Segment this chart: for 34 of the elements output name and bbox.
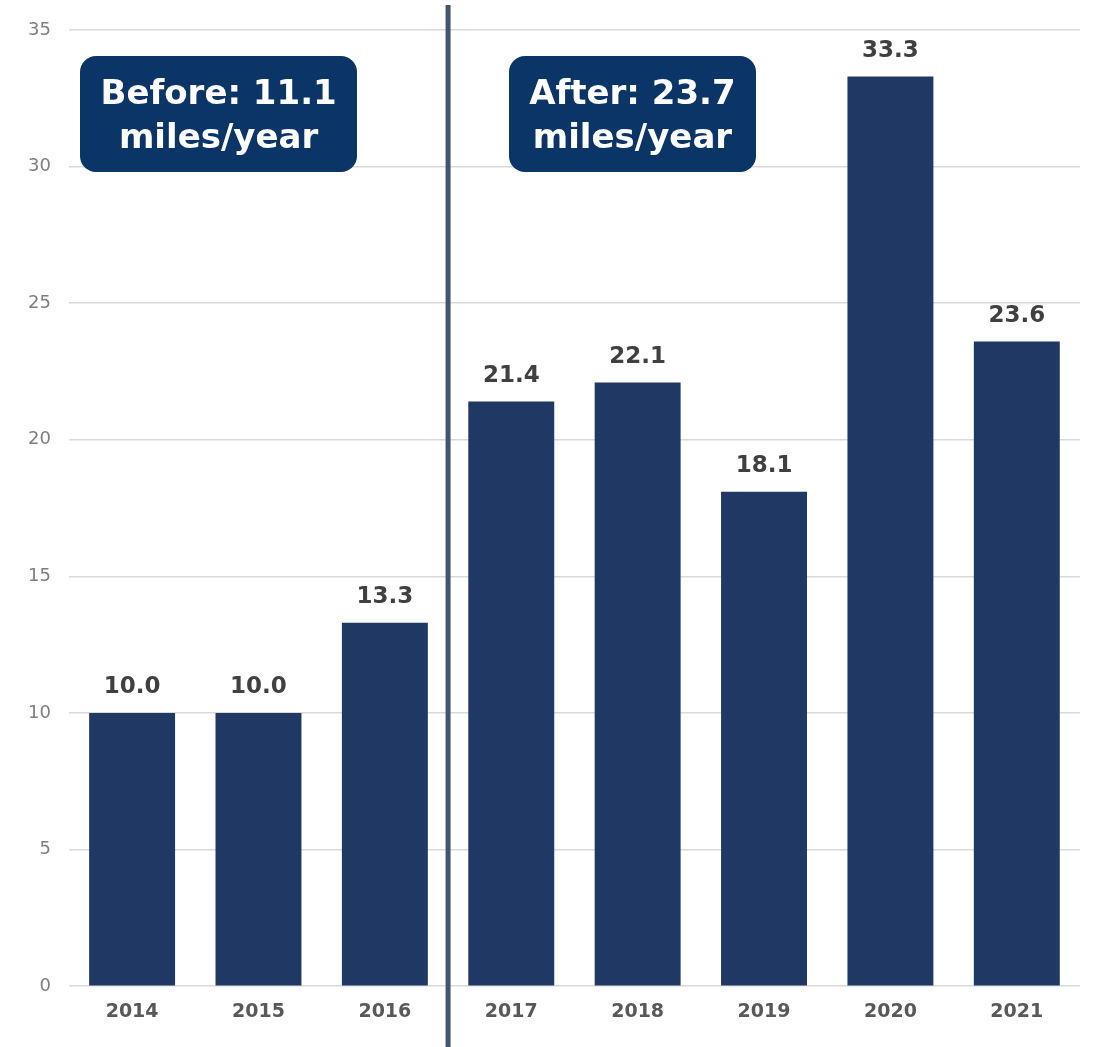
y-tick-label: 0 [39,973,51,995]
bar [721,491,807,986]
y-tick-label: 10 [28,700,51,722]
bar [468,401,555,986]
bar [594,382,681,986]
data-label: 21.4 [482,361,540,388]
x-tick-label: 2017 [484,998,538,1021]
y-tick-label: 35 [28,17,51,39]
annotation: After: 23.7 miles/year [509,56,756,172]
x-tick-label: 2015 [232,998,285,1021]
x-tick-label: 2019 [737,998,791,1021]
data-label: 18.1 [735,451,793,478]
data-label: 23.6 [988,300,1046,327]
bar [847,76,934,986]
y-tick-label: 30 [28,154,51,176]
y-tick-label: 20 [28,427,51,449]
y-tick-label: 25 [28,290,51,312]
x-tick-label: 2021 [990,998,1044,1021]
data-label: 10.0 [230,672,287,699]
x-tick-label: 2014 [105,998,159,1021]
data-label: 13.3 [356,582,414,609]
data-label: 33.3 [862,35,919,62]
bar [89,713,176,986]
annotation: Before: 11.1 miles/year [80,56,357,172]
bar [341,622,428,986]
data-label: 10.0 [103,672,161,699]
x-tick-label: 2016 [358,998,412,1021]
y-tick-label: 15 [28,564,51,586]
x-tick-label: 2020 [863,998,917,1021]
data-label: 22.1 [609,341,667,368]
x-tick-label: 2018 [611,998,665,1021]
y-tick-label: 5 [39,837,51,859]
bar [215,713,302,986]
bar [973,341,1060,986]
